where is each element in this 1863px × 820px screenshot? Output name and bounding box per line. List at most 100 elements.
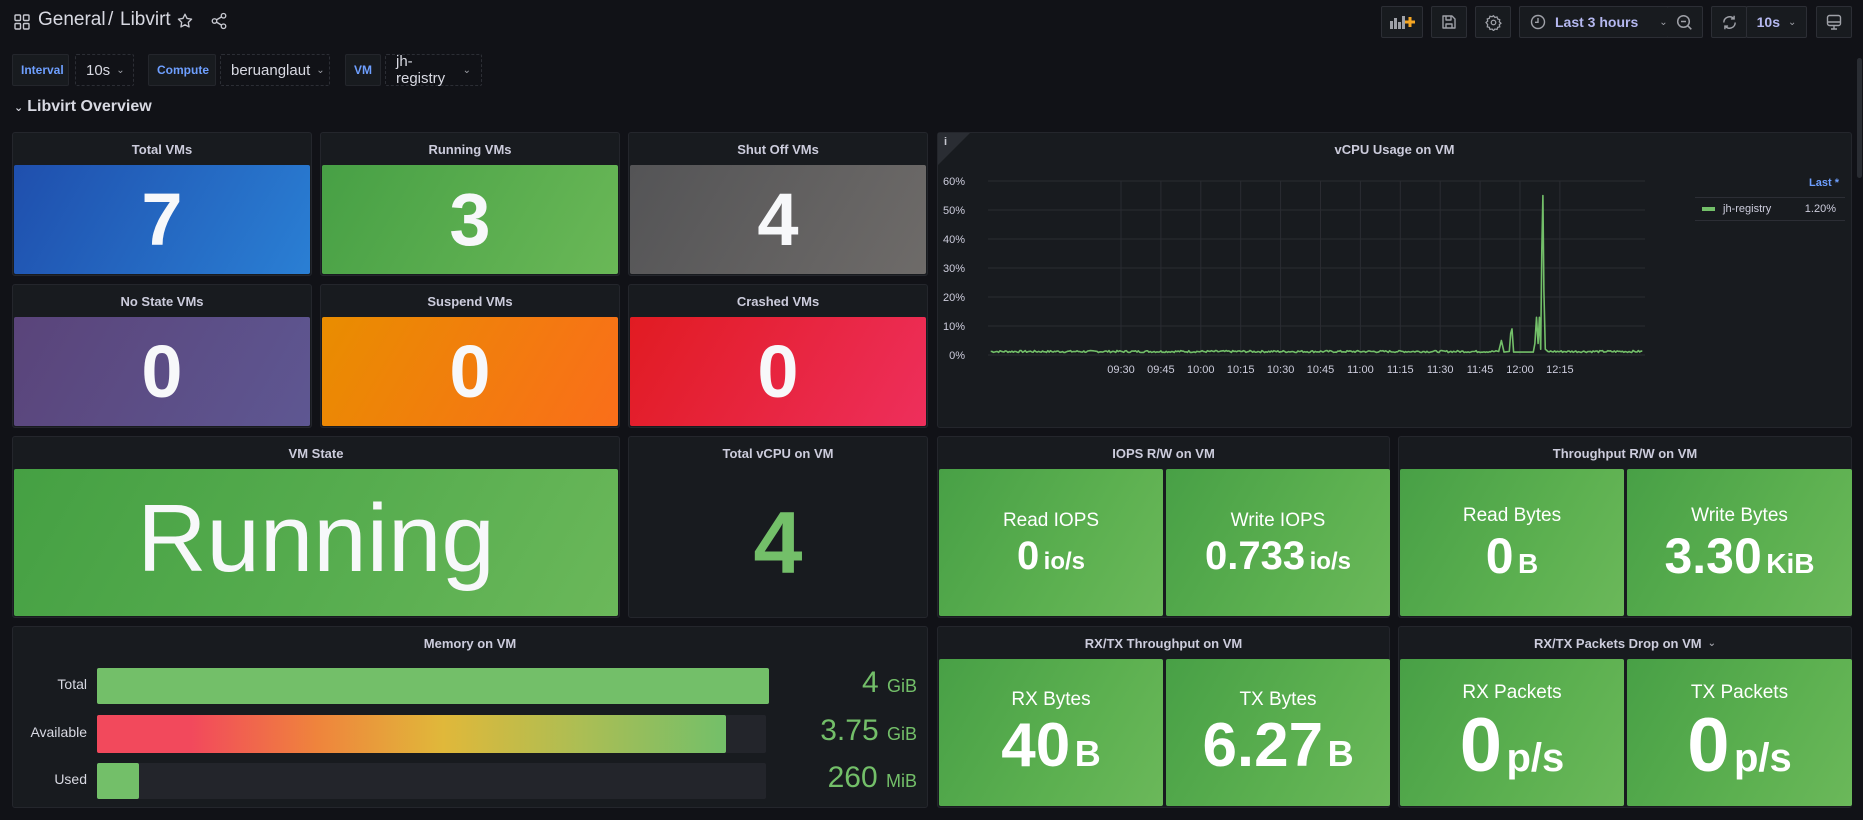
panel-title: Shut Off VMs: [737, 141, 819, 157]
stat-value: 0: [1485, 527, 1514, 584]
panel-running-vms[interactable]: Running VMs 3: [320, 132, 620, 276]
panel-rxtx-throughput[interactable]: RX/TX Throughput on VM RX Bytes 40 B TX …: [937, 626, 1390, 808]
memory-value-total: 4 GiB: [862, 666, 917, 700]
panel-iops[interactable]: IOPS R/W on VM Read IOPS 0 io/s Write IO…: [937, 436, 1390, 618]
variable-select-interval[interactable]: 10s ⌄: [75, 54, 134, 86]
chevron-down-icon: ⌄: [316, 64, 325, 76]
panel-title[interactable]: RX/TX Packets Drop on VM ⌄: [1399, 627, 1851, 659]
memory-bar-fill: [97, 715, 726, 753]
x-tick-label: 11:30: [1427, 364, 1454, 376]
refresh-button[interactable]: [1711, 6, 1747, 38]
memory-value: 260: [827, 761, 878, 794]
x-tick-label: 12:00: [1506, 364, 1534, 376]
stat-unit: B: [1327, 732, 1354, 774]
stat-value-area: 4: [630, 469, 926, 616]
series-line-jh-registry: [990, 194, 1643, 354]
legend-header[interactable]: Last *: [1695, 177, 1845, 198]
variable-value: jh-registry: [396, 53, 446, 87]
panel-info-corner: [938, 133, 970, 165]
stat-value: 0.733: [1205, 533, 1306, 578]
variable-label-vm: VM: [345, 54, 381, 86]
stat-value: 3.30: [1664, 527, 1762, 584]
panel-suspend-vms[interactable]: Suspend VMs 0: [320, 284, 620, 428]
stat-unit: KiB: [1766, 547, 1815, 579]
stat-value-area: 3: [322, 165, 618, 274]
x-tick-label: 12:15: [1546, 364, 1574, 376]
chevron-down-icon[interactable]: ⌄: [1707, 637, 1716, 649]
memory-value-used: 260 MiB: [828, 761, 917, 795]
page-scrollbar[interactable]: [1857, 58, 1862, 178]
x-tick-label: 11:15: [1387, 364, 1414, 376]
stat-write-iops: Write IOPS 0.733 io/s: [1166, 469, 1390, 616]
row-title: Libvirt Overview: [27, 98, 152, 115]
panel-title: Running VMs: [428, 141, 512, 157]
stat-value: 40: [1001, 710, 1071, 780]
breadcrumb-dashboard[interactable]: Libvirt: [120, 9, 171, 30]
panel-shut-off-vms[interactable]: Shut Off VMs 4: [628, 132, 928, 276]
panel-crashed-vms[interactable]: Crashed VMs 0: [628, 284, 928, 428]
stat-value: 7: [141, 178, 183, 261]
variable-select-vm[interactable]: jh-registry ⌄: [385, 53, 482, 87]
clock-icon: [1530, 14, 1546, 30]
tv-mode-button[interactable]: [1816, 6, 1852, 38]
row-header[interactable]: ⌄ Libvirt Overview: [14, 98, 152, 116]
legend-series-name: jh-registry: [1723, 203, 1772, 215]
dashboard-settings-button[interactable]: [1475, 6, 1511, 38]
stat-rx-packets: RX Packets 0 p/s: [1400, 659, 1624, 806]
legend-entry[interactable]: jh-registry 1.20%: [1695, 198, 1845, 221]
variable-select-compute[interactable]: beruanglaut ⌄: [220, 54, 330, 86]
stat-read-bytes: Read Bytes 0 B: [1400, 469, 1624, 616]
vcpu-chart[interactable]: 0% 10% 20% 30% 40% 50% 60% 09:30 09:45 10:00 10:15…: [938, 133, 1853, 429]
stat-value: 0: [1459, 702, 1503, 788]
chart-legend: Last * jh-registry 1.20%: [1695, 177, 1845, 221]
add-panel-button[interactable]: [1381, 6, 1423, 38]
panel-vcpu-usage[interactable]: i vCPU Usage on VM 0% 10% 20% 30% 40% 50% 60% 0…: [937, 132, 1852, 428]
stat-unit: B: [1074, 732, 1101, 774]
memory-bar-available: [97, 715, 766, 753]
stat-value-area: 4: [630, 165, 926, 274]
stat-unit: p/s: [1506, 735, 1565, 780]
chevron-down-icon: ⌄: [1787, 16, 1797, 28]
y-tick-label: 40%: [943, 234, 965, 246]
apps-grid-icon[interactable]: [14, 14, 30, 35]
stat-value-area: 0: [322, 317, 618, 426]
variable-value: beruanglaut: [231, 61, 311, 79]
panel-title: Crashed VMs: [736, 293, 820, 309]
stat-unit: io/s: [1309, 547, 1351, 575]
save-dashboard-button[interactable]: [1431, 6, 1467, 38]
panel-title: VM State: [288, 445, 344, 461]
panel-memory[interactable]: Memory on VM Total 4 GiB Available 3.75 …: [12, 626, 928, 808]
panel-throughput[interactable]: Throughput R/W on VM Read Bytes 0 B Writ…: [1398, 436, 1852, 618]
legend-last-value: 1.20%: [1804, 203, 1836, 215]
panel-no-state-vms[interactable]: No State VMs 0: [12, 284, 312, 428]
x-tick-label: 09:30: [1107, 364, 1135, 376]
stat-label: TX Bytes: [1239, 688, 1317, 710]
panel-packets-drop[interactable]: RX/TX Packets Drop on VM ⌄ RX Packets 0 …: [1398, 626, 1852, 808]
stat-label: Write Bytes: [1691, 504, 1788, 526]
refresh-interval-picker[interactable]: 10s ⌄: [1746, 6, 1807, 38]
star-icon[interactable]: [176, 12, 194, 35]
stat-tx-bytes: TX Bytes 6.27 B: [1166, 659, 1390, 806]
panel-title: Memory on VM: [423, 635, 517, 651]
info-icon[interactable]: i: [944, 136, 948, 148]
share-icon[interactable]: [210, 12, 228, 35]
panel-title: Total vCPU on VM: [722, 445, 834, 461]
memory-value: 3.75: [820, 714, 879, 747]
breadcrumb-folder[interactable]: General: [38, 9, 106, 30]
panel-total-vms[interactable]: Total VMs 7: [12, 132, 312, 276]
stat-value: 3: [449, 178, 491, 261]
zoom-out-button[interactable]: [1667, 6, 1703, 38]
y-tick-label: 50%: [943, 205, 965, 217]
stat-label: TX Packets: [1690, 681, 1789, 703]
memory-bar-fill: [97, 668, 769, 704]
y-tick-label: 30%: [943, 263, 965, 275]
stat-value-area: 0: [14, 317, 310, 426]
stat-read-iops: Read IOPS 0 io/s: [939, 469, 1163, 616]
panel-total-vcpu[interactable]: Total vCPU on VM 4: [628, 436, 928, 618]
monitor-icon: [1826, 14, 1842, 31]
x-tick-label: 10:00: [1187, 364, 1215, 376]
panel-vm-state[interactable]: VM State Running: [12, 436, 620, 618]
y-tick-label: 20%: [943, 292, 965, 304]
x-tick-label: 10:15: [1227, 364, 1255, 376]
chevron-down-icon: ⌄: [462, 64, 471, 76]
